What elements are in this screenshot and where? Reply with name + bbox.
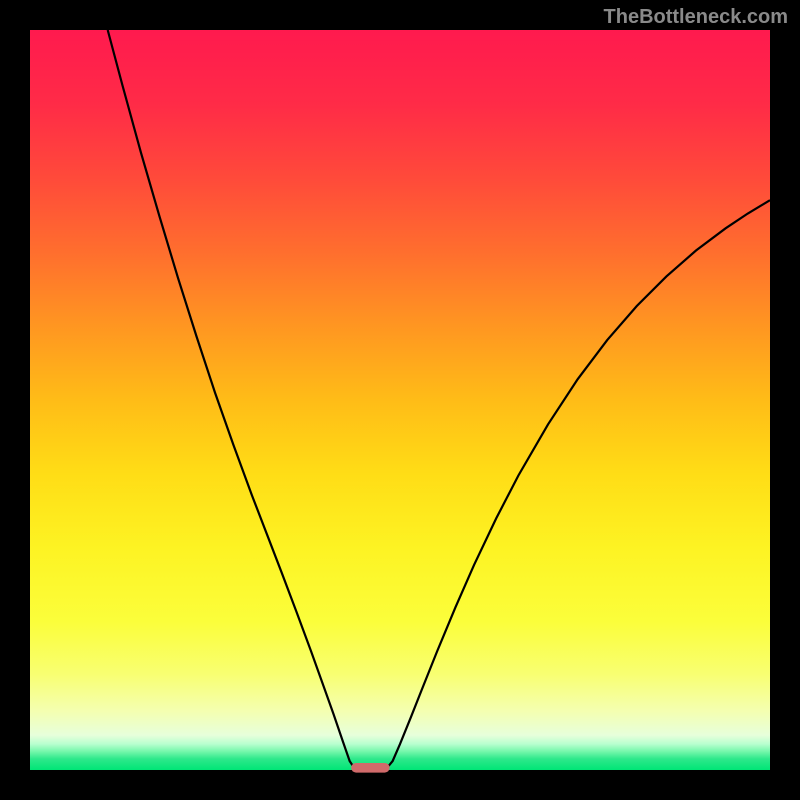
watermark-text: TheBottleneck.com bbox=[604, 6, 788, 29]
plot-svg bbox=[0, 0, 800, 800]
optimum-marker bbox=[351, 763, 389, 773]
plot-background bbox=[30, 30, 770, 770]
chart-container: TheBottleneck.com bbox=[0, 0, 800, 800]
